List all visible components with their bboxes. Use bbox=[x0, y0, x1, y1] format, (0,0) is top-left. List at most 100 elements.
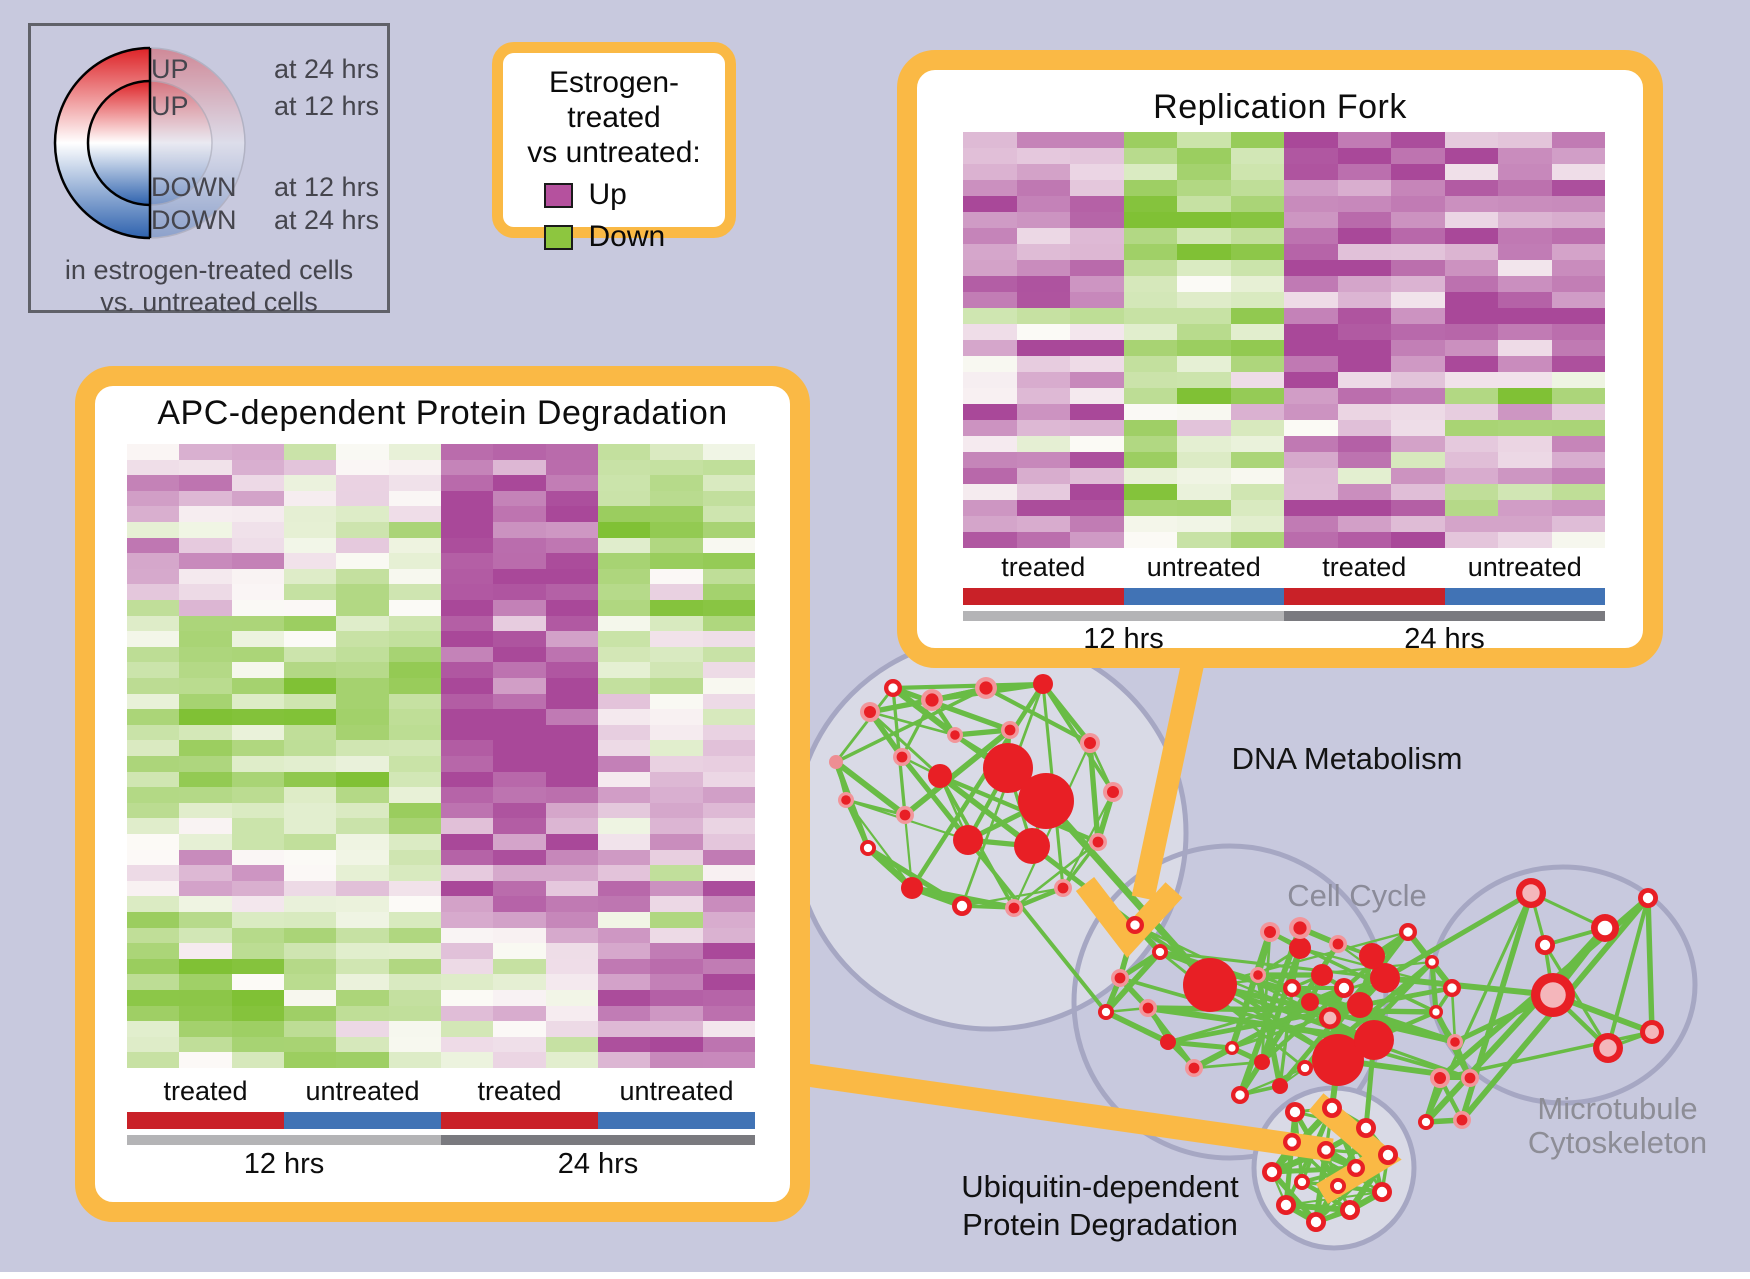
cluster-label-line: Protein Degradation bbox=[962, 1207, 1238, 1242]
heatmap-cell bbox=[440, 537, 494, 554]
up-down-color-legend: Estrogen-treated vs untreated: Up Down bbox=[492, 42, 736, 253]
heatmap-cell bbox=[1551, 196, 1605, 212]
heatmap-cell bbox=[1016, 212, 1070, 228]
heatmap-cell bbox=[650, 553, 703, 569]
heatmap-cell bbox=[127, 771, 180, 788]
heatmap-cell bbox=[231, 553, 284, 569]
heatmap-cell bbox=[179, 522, 232, 538]
heatmap-cell bbox=[597, 693, 651, 710]
heatmap-cell bbox=[179, 1036, 232, 1053]
heatmap-cell bbox=[650, 771, 703, 788]
heatmap-cell bbox=[1016, 292, 1070, 308]
heatmap-cell bbox=[1016, 132, 1070, 148]
heatmap-cell bbox=[127, 1052, 180, 1068]
heatmap-cell bbox=[1284, 292, 1338, 308]
heatmap-cell bbox=[545, 880, 598, 897]
network-edge bbox=[1103, 1009, 1171, 1045]
heatmap-cell bbox=[1230, 468, 1284, 484]
heatmap-cell bbox=[545, 724, 598, 741]
heatmap-cell bbox=[440, 631, 494, 647]
heatmap-cell bbox=[1123, 372, 1177, 388]
heatmap-cell bbox=[1070, 148, 1124, 164]
heatmap-cell bbox=[963, 436, 1017, 452]
heatmap-cell bbox=[283, 943, 337, 959]
heatmap-cell bbox=[493, 490, 546, 507]
heatmap-cell bbox=[1284, 468, 1338, 484]
ring-label-time: at 12 hrs bbox=[274, 91, 380, 121]
heatmap-cell bbox=[597, 865, 651, 881]
heatmap-cell bbox=[597, 444, 651, 460]
heatmap-cell bbox=[440, 802, 494, 819]
heatmap-cell bbox=[179, 662, 232, 678]
heatmap-cell bbox=[283, 865, 337, 881]
heatmap-cell bbox=[179, 896, 232, 912]
heatmap-cell bbox=[545, 865, 598, 881]
heatmap-cell bbox=[388, 475, 441, 491]
heatmap-cell bbox=[388, 568, 441, 585]
heatmap-cell bbox=[127, 802, 180, 819]
heatmap-cell bbox=[231, 506, 284, 522]
network-node-core bbox=[1280, 1199, 1292, 1211]
heatmap-cell bbox=[597, 1052, 651, 1068]
heatmap-cell bbox=[179, 724, 232, 741]
heatmap-cell bbox=[1498, 308, 1552, 324]
heatmap-cell bbox=[1284, 452, 1338, 468]
heatmap-cell bbox=[1123, 532, 1177, 548]
heatmap-cell bbox=[1391, 532, 1445, 548]
heatmap-cell bbox=[702, 553, 755, 569]
heatmap-cell bbox=[179, 943, 232, 959]
heatmap-cell bbox=[493, 1021, 546, 1037]
heatmap-cell bbox=[1498, 148, 1552, 164]
heatmap-cell bbox=[597, 802, 651, 819]
heatmap-cell bbox=[336, 849, 389, 866]
heatmap-cell bbox=[127, 834, 180, 850]
condition-label: untreated bbox=[1146, 552, 1261, 582]
expression-direction-legend: UP at 24 hrs UP at 12 hrs DOWN at 12 hrs… bbox=[28, 23, 390, 317]
network-node-core bbox=[1332, 938, 1344, 950]
heatmap-cell bbox=[702, 834, 755, 850]
heatmap-cell bbox=[388, 444, 441, 460]
network-node-core bbox=[1421, 1117, 1431, 1127]
heatmap-cell bbox=[283, 1036, 337, 1053]
rings-caption-line2: vs. untreated cells bbox=[100, 287, 318, 317]
heatmap-cell bbox=[283, 802, 337, 819]
heatmap-cell bbox=[283, 849, 337, 866]
heatmap-cell bbox=[179, 709, 232, 725]
heatmap-cell bbox=[545, 1021, 598, 1037]
heatmap-cell bbox=[127, 927, 180, 944]
cluster-label-cell-cycle: Cell Cycle bbox=[1287, 878, 1427, 913]
heatmap-cell bbox=[1016, 500, 1070, 516]
heatmap-cell bbox=[1551, 436, 1605, 452]
heatmap-cell bbox=[1391, 276, 1445, 292]
heatmap-cell bbox=[597, 506, 651, 522]
heatmap-cell bbox=[493, 802, 546, 819]
heatmap-cell bbox=[963, 180, 1017, 196]
heatmap-cell bbox=[1123, 500, 1177, 516]
heatmap-cell bbox=[336, 506, 389, 522]
heatmap-cell bbox=[127, 678, 180, 694]
heatmap-cell bbox=[1177, 180, 1231, 196]
heatmap-cell bbox=[231, 459, 284, 476]
heatmap-cell bbox=[440, 834, 494, 850]
heatmap-cell bbox=[702, 709, 755, 725]
heatmap-cell bbox=[650, 802, 703, 819]
network-node-core bbox=[950, 730, 960, 740]
treated-bar bbox=[127, 1112, 284, 1129]
heatmap-cell bbox=[1551, 132, 1605, 148]
network-edge bbox=[1283, 1109, 1298, 1208]
heatmap-cell bbox=[545, 787, 598, 803]
heatmap-cell bbox=[127, 568, 180, 585]
heatmap-cell bbox=[336, 927, 389, 944]
heatmap-cell bbox=[231, 927, 284, 944]
heatmap-cell bbox=[597, 740, 651, 756]
heatmap-cell bbox=[545, 756, 598, 772]
heatmap-cell bbox=[440, 506, 494, 522]
heatmap-cell bbox=[1177, 324, 1231, 340]
network-node-core bbox=[841, 795, 851, 805]
heatmap-cell bbox=[1230, 292, 1284, 308]
heatmap-cell bbox=[440, 553, 494, 569]
heatmap-cell bbox=[336, 880, 389, 897]
heatmap-cell bbox=[283, 771, 337, 788]
heatmap-cell bbox=[283, 818, 337, 834]
heatmap-cell bbox=[597, 475, 651, 491]
